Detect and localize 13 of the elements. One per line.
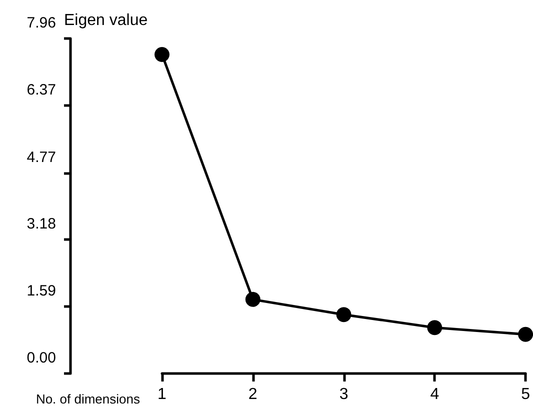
y-tick-label: 3.18 bbox=[26, 216, 56, 233]
x-tick-label: 2 bbox=[248, 386, 258, 403]
y-tick-label: 1.59 bbox=[26, 282, 56, 300]
y-tick-label: 4.77 bbox=[26, 148, 56, 166]
y-tick-label: 6.37 bbox=[26, 81, 56, 98]
x-axis-title: No. of dimensions bbox=[36, 392, 140, 406]
x-tick-label: 1 bbox=[158, 386, 167, 403]
x-tick-label: 3 bbox=[339, 386, 348, 403]
y-tick-label: 0.00 bbox=[26, 350, 56, 366]
y-tick-label: 7.96 bbox=[26, 14, 56, 32]
x-tick-label: 5 bbox=[521, 386, 530, 403]
y-axis-title: Eigen value bbox=[64, 12, 148, 29]
x-tick-label: 4 bbox=[430, 386, 440, 403]
